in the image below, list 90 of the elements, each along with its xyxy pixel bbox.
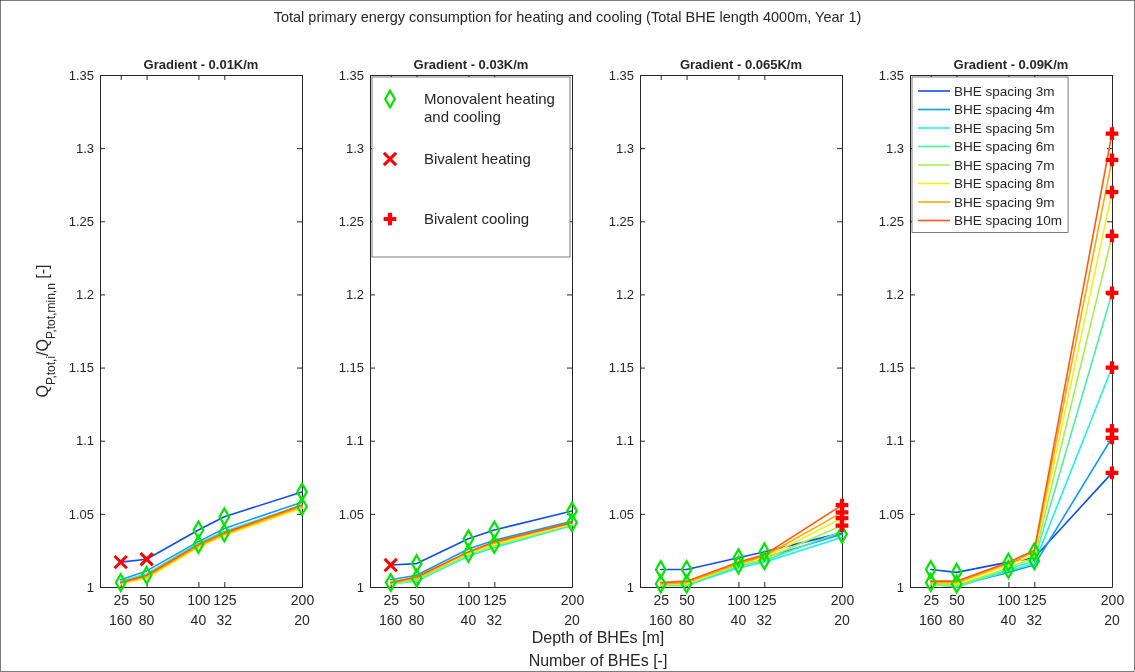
y-tick-label: 1.3 [615,140,634,156]
x-tick-label: 50 [679,591,696,608]
text: 80 [408,612,425,628]
legend-label: Monovalent heating and cooling [424,90,555,126]
x-tick-label: 50 [139,591,156,608]
x-tick-label: 50 [409,591,426,608]
x-axis-title: Depth of BHEs [m] [531,629,665,646]
y-tick-label: 1.25 [608,213,634,229]
text: 40 [190,612,207,628]
text: 80 [948,612,965,628]
x-tick-label: 50 [949,591,966,608]
x-tick-label: 125 [1023,591,1047,608]
legend-label: BHE spacing 10m [954,213,1063,229]
text: 160 [379,612,403,628]
y-tick-label: 1.1 [615,433,634,449]
text: 160 [109,612,133,628]
y-tick-label: 1.05 [608,506,634,522]
x-tick-label: 100 [187,591,211,608]
y-tick-label: 1.1 [75,433,94,449]
text: 32 [216,612,233,628]
y-tick-label: 1 [896,579,904,595]
y-tick-label: 1.3 [885,140,904,156]
x-tick-label: 25 [923,591,940,608]
legend-label: Bivalent heating [424,150,531,168]
legend-label: BHE spacing 4m [954,102,1055,118]
y-tick-label: 1.2 [615,287,634,303]
text: 160 [649,612,673,628]
text: 40 [1000,612,1017,628]
legend-label: Bivalent cooling [424,210,530,228]
y-tick-label: 1.2 [75,287,94,303]
y-tick-label: 1.15 [338,360,364,376]
legend-label: BHE spacing 5m [954,120,1055,136]
text: 40 [730,612,747,628]
text: 20 [294,612,310,628]
y-tick-label: 1.25 [338,213,364,229]
text: 80 [138,612,155,628]
legend-label: BHE spacing 7m [954,157,1055,173]
x-tick-label: 100 [457,591,481,608]
x-tick-label: 200 [830,591,855,608]
x-tick-label: 125 [753,591,777,608]
chart-title: Gradient - 0.065K/m [679,57,803,72]
text: 32 [756,612,773,628]
text: 20 [834,612,850,628]
x-tick-label: 100 [997,591,1021,608]
chart-title: Gradient - 0.03K/m [413,57,529,72]
legend-label: BHE spacing 3m [954,83,1055,99]
y-tick-label: 1 [356,579,364,595]
text: 32 [1026,612,1043,628]
text: Number of BHEs [-] [528,652,668,669]
y-tick-label: 1.25 [68,213,94,229]
legend-label: BHE spacing 9m [954,194,1055,210]
x-tick-label: 125 [213,591,237,608]
x-tick-label: 200 [1100,591,1125,608]
y-tick-label: 1.2 [885,287,904,303]
y-tick-label: 1.05 [338,506,364,522]
y-tick-label: 1.25 [878,213,904,229]
text: 20 [1104,612,1120,628]
y-tick-label: 1.1 [345,433,364,449]
y-tick-label: 1 [626,579,634,595]
text: 40 [460,612,477,628]
legend-label: BHE spacing 8m [954,176,1055,192]
y-tick-label: 1.2 [345,287,364,303]
x-tick-label: 200 [560,591,585,608]
y-tick-label: 1.35 [68,67,94,83]
y-tick-label: 1.05 [68,506,94,522]
text: Total primary energy consumption for heating and cooling (Total BHE length 4000m, Year 1) [273,9,862,25]
y-tick-label: 1 [86,579,94,595]
y-tick-label: 1.15 [878,360,904,376]
y-tick-label: 1.15 [68,360,94,376]
y-tick-label: 1.35 [608,67,634,83]
y-tick-label: 1.3 [345,140,364,156]
x-tick-label: 25 [653,591,670,608]
text: 80 [678,612,695,628]
text: 20 [564,612,580,628]
y-tick-label: 1.35 [878,67,904,83]
chart-title: Gradient - 0.01K/m [143,57,259,72]
x-tick-label: 25 [113,591,130,608]
chart-title: Gradient - 0.09K/m [953,57,1069,72]
y-tick-label: 1.15 [608,360,634,376]
y-tick-label: 1.3 [75,140,94,156]
text: 160 [919,612,943,628]
x-tick-label: 100 [727,591,751,608]
x-tick-label: 25 [383,591,400,608]
y-tick-label: 1.35 [338,67,364,83]
text: 32 [486,612,503,628]
x-tick-label: 125 [483,591,507,608]
legend-label: BHE spacing 6m [954,139,1055,155]
y-tick-label: 1.1 [885,433,904,449]
y-tick-label: 1.05 [878,506,904,522]
x-tick-label: 200 [290,591,315,608]
